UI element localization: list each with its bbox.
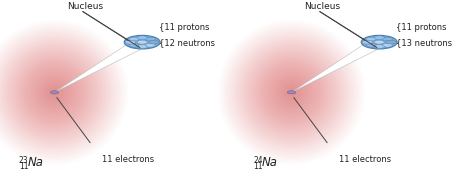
Text: {12 neutrons: {12 neutrons — [159, 38, 215, 47]
Ellipse shape — [47, 85, 62, 100]
Text: {11 protons: {11 protons — [159, 23, 210, 32]
Circle shape — [363, 40, 373, 44]
Circle shape — [149, 40, 159, 44]
Circle shape — [382, 37, 392, 41]
Circle shape — [374, 36, 384, 40]
Circle shape — [361, 35, 397, 49]
Text: Nucleus: Nucleus — [67, 2, 103, 11]
Ellipse shape — [284, 85, 299, 100]
Circle shape — [366, 37, 376, 41]
Text: 11 electrons: 11 electrons — [339, 155, 391, 164]
Text: Nucleus: Nucleus — [304, 2, 340, 11]
Circle shape — [145, 37, 155, 41]
Polygon shape — [292, 40, 388, 92]
Circle shape — [386, 40, 396, 44]
Text: 24: 24 — [254, 156, 263, 165]
Text: 11: 11 — [19, 162, 28, 171]
Circle shape — [137, 40, 147, 44]
Circle shape — [287, 91, 296, 94]
Circle shape — [124, 35, 160, 49]
Ellipse shape — [287, 88, 296, 97]
Ellipse shape — [45, 83, 64, 102]
Circle shape — [374, 45, 384, 48]
Circle shape — [129, 43, 139, 47]
Circle shape — [145, 43, 155, 47]
Text: {13 neutrons: {13 neutrons — [396, 38, 452, 47]
Circle shape — [374, 40, 384, 44]
Circle shape — [50, 91, 59, 94]
Text: Na: Na — [27, 156, 44, 169]
Text: 23: 23 — [19, 156, 28, 165]
Circle shape — [382, 43, 392, 47]
Polygon shape — [55, 40, 151, 92]
Circle shape — [137, 36, 147, 40]
Ellipse shape — [42, 80, 67, 104]
Circle shape — [366, 43, 376, 47]
Text: Na: Na — [262, 156, 278, 169]
Ellipse shape — [52, 90, 57, 95]
Text: 11: 11 — [254, 162, 263, 171]
Circle shape — [126, 40, 136, 44]
Text: {11 protons: {11 protons — [396, 23, 447, 32]
Circle shape — [137, 45, 147, 48]
Ellipse shape — [282, 83, 301, 102]
Ellipse shape — [279, 80, 304, 104]
Circle shape — [129, 37, 139, 41]
Ellipse shape — [289, 90, 294, 95]
Text: 11 electrons: 11 electrons — [102, 155, 154, 164]
Ellipse shape — [50, 88, 59, 97]
